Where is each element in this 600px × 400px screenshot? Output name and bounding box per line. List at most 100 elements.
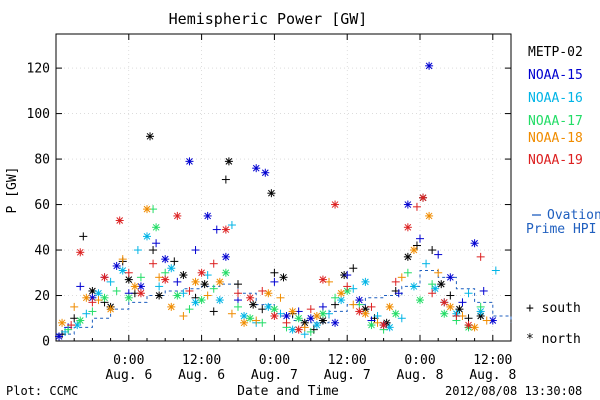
x-tick-label-time: 12:00 [182,353,221,368]
data-point-noaa-16-south [179,289,188,298]
data-point-noaa-17-south [234,302,242,311]
data-point-noaa-19-south [343,282,352,291]
data-point-noaa-17-north [440,309,449,318]
data-point-noaa-19-north [136,289,145,298]
data-point-noaa-18-south [434,268,443,277]
data-point-noaa-18-north [215,277,224,286]
data-point-noaa-18-south [70,302,79,311]
data-point-noaa-16-south [422,259,431,268]
data-point-noaa-18-north [409,246,418,255]
plot-credit: Plot: CCMC [6,384,78,398]
data-point-noaa-19-south [476,252,485,261]
data-point-noaa-19-north [403,223,412,232]
data-points-layer [55,61,500,341]
data-point-noaa-17-north [173,291,182,300]
data-point-noaa-17-south [88,307,97,316]
data-point-noaa-17-north [197,296,206,305]
data-point-noaa-15-north [470,239,479,248]
data-point-noaa-15-north [282,311,291,320]
data-point-metp-02-south [170,257,179,266]
data-point-noaa-17-north [367,321,376,330]
data-point-metp-02-south [331,300,340,309]
y-tick-label: 40 [34,244,50,259]
data-point-noaa-19-north [419,193,428,202]
data-point-noaa-18-north [82,293,91,302]
data-point-noaa-17-south [306,327,315,336]
data-point-metp-02-north [455,305,464,314]
data-point-noaa-15-south [318,302,327,311]
data-point-noaa-16-south [349,284,358,293]
data-point-noaa-17-north [152,223,161,232]
data-point-noaa-18-north [312,311,321,320]
x-tick-label-date: Aug. 7 [251,368,298,383]
data-point-noaa-16-south [82,309,91,318]
data-point-noaa-17-north [343,286,352,295]
x-tick-label-time: 0:00 [259,353,290,368]
data-point-metp-02-north [437,280,446,289]
data-point-metp-02-north [279,273,288,282]
data-point-noaa-19-south [428,289,437,298]
data-point-noaa-19-south [149,259,158,268]
y-tick-label: 60 [34,198,50,213]
data-point-metp-02-north [146,132,155,141]
data-point-metp-02-north [224,157,233,166]
data-point-noaa-15-south [191,246,200,255]
data-point-noaa-17-north [100,293,109,302]
data-point-noaa-17-south [64,325,73,334]
data-point-noaa-19-north [355,307,364,316]
data-point-noaa-16-north [191,298,200,307]
data-point-noaa-18-north [264,289,273,298]
data-point-noaa-18-south [179,311,188,320]
legend-ovation-line1: Ovation [547,208,600,223]
data-point-noaa-17-north [416,296,424,305]
data-point-noaa-17-north [318,309,327,318]
data-point-metp-02-south [464,314,473,323]
data-point-noaa-16-south [106,277,115,286]
data-point-noaa-18-south [94,296,103,305]
data-point-metp-02-south [349,264,358,273]
data-point-noaa-15-south [270,277,279,286]
chart-title: Hemispheric Power [GW] [169,10,368,28]
data-point-metp-02-north [124,275,133,284]
legend-marker-north: * north [526,332,581,347]
data-point-noaa-19-south [306,305,315,314]
legend-entry-noaa-17: NOAA-17 [528,114,583,129]
data-point-noaa-19-north [115,216,124,225]
data-point-noaa-18-south [397,273,406,282]
data-point-metp-02-south [149,246,158,255]
data-point-noaa-19-north [246,293,255,302]
data-point-noaa-18-north [361,309,370,318]
data-point-noaa-16-south [227,221,236,230]
data-point-noaa-16-north [94,289,103,298]
legend-marker-south: + south [526,301,581,316]
data-point-noaa-15-north [203,211,212,220]
data-point-noaa-15-south [434,250,443,259]
data-point-noaa-18-north [446,302,455,311]
data-point-noaa-15-north [403,200,412,209]
data-point-noaa-18-south [325,277,333,286]
data-point-noaa-18-south [482,316,491,325]
data-point-noaa-17-south [331,293,340,302]
data-point-noaa-19-north [76,248,85,257]
data-point-noaa-19-south [124,268,133,277]
data-point-noaa-15-south [234,296,242,305]
data-point-noaa-17-north [270,305,279,314]
data-point-noaa-16-north [118,266,127,275]
data-point-metp-02-north [155,291,164,300]
data-point-noaa-16-north [264,302,273,311]
data-point-noaa-18-north [191,277,200,286]
data-point-noaa-15-north [252,164,261,173]
data-point-noaa-18-north [288,307,297,316]
data-point-noaa-15-north [425,61,434,70]
data-point-metp-02-south [446,291,455,300]
data-point-noaa-16-south [491,266,500,275]
data-point-noaa-18-south [276,293,285,302]
data-point-metp-02-south [209,307,218,316]
data-point-noaa-18-north [130,282,139,291]
data-point-noaa-19-south [185,286,194,295]
data-point-noaa-19-north [294,325,303,334]
data-point-noaa-16-north [409,282,418,291]
data-point-noaa-16-south [133,246,142,255]
data-point-noaa-18-south [252,316,261,325]
